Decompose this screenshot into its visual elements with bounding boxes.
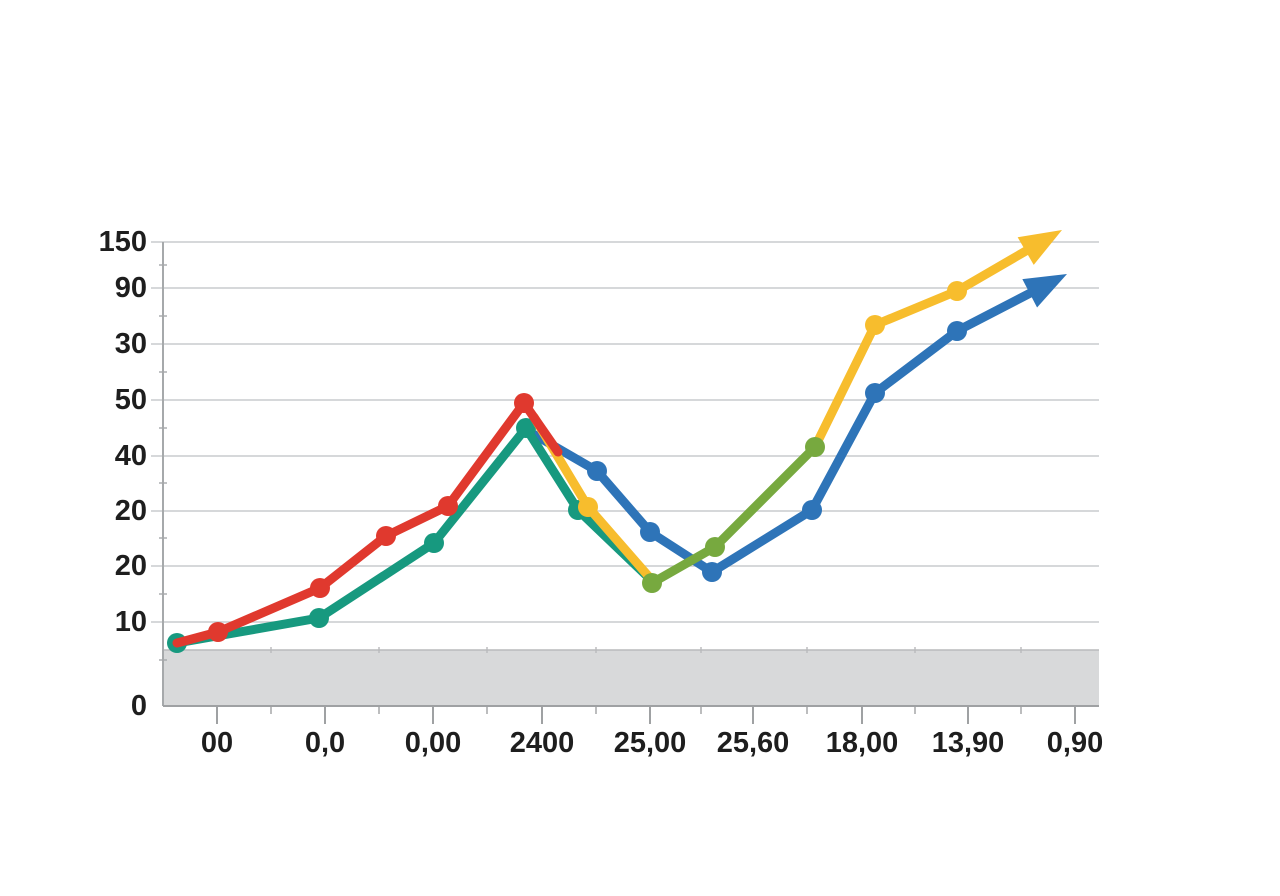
yellow-descending-line-marker [578,497,598,517]
blue-line-marker [802,500,822,520]
teal-line-marker [516,418,536,438]
x-axis-label: 0,0 [305,727,345,759]
y-axis-label: 90 [115,272,147,304]
blue-line [523,281,1050,577]
x-axis-label: 25,60 [717,727,790,759]
y-axis-label: 10 [115,606,147,638]
yellow-rising-line-arrowhead [1017,230,1062,265]
green-line-marker [805,437,825,457]
x-axis-label: 25,00 [614,727,687,759]
y-axis-label: 40 [115,440,147,472]
baseline-band [163,650,1099,706]
green-line-marker [705,537,725,557]
blue-line-marker [865,383,885,403]
y-axis-label: 20 [115,495,147,527]
x-axis-label: 18,00 [826,727,899,759]
red-line-marker [208,622,228,642]
red-line-marker [438,496,458,516]
teal-line-marker [309,608,329,628]
x-axis-label: 0,90 [1047,727,1103,759]
y-axis-label: 50 [115,384,147,416]
x-axis-label: 0,00 [405,727,461,759]
yellow-rising-line-marker [865,315,885,335]
blue-line-marker [640,522,660,542]
y-axis-label: 20 [115,550,147,582]
teal-line [172,423,653,648]
x-axis-label: 13,90 [932,727,1005,759]
red-line-marker [310,578,330,598]
x-axis-label: 00 [201,727,233,759]
red-line-marker [514,393,534,413]
teal-line-marker [424,533,444,553]
green-line-marker [642,573,662,593]
y-axis-label: 0 [131,690,147,722]
blue-line-marker [702,562,722,582]
yellow-rising-line [810,238,1045,452]
y-axis-label: 30 [115,328,147,360]
blue-line-marker [587,461,607,481]
blue-line-arrowhead [1022,274,1067,308]
yellow-rising-line-marker [947,281,967,301]
blue-line-marker [947,321,967,341]
y-axis-label: 150 [99,226,147,258]
x-axis-label: 2400 [510,727,575,759]
red-line-marker [376,526,396,546]
